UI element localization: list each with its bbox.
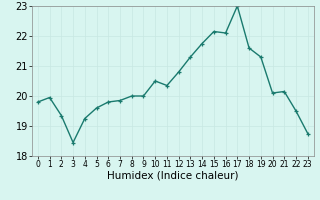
X-axis label: Humidex (Indice chaleur): Humidex (Indice chaleur) xyxy=(107,171,238,181)
